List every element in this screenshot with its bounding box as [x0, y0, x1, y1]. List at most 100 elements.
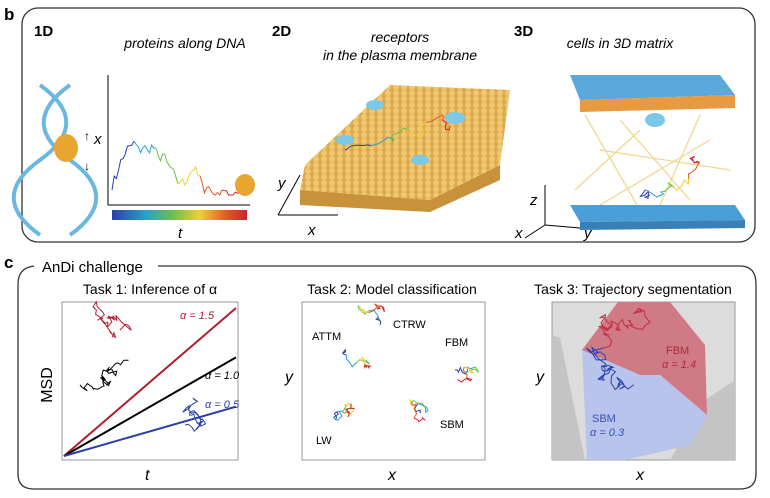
panel-c-title: AnDi challenge	[42, 259, 143, 276]
axis-label-y-2d: y	[277, 175, 287, 192]
model-trajectory-LW	[333, 410, 344, 421]
trajectory-segment	[133, 140, 157, 155]
cell-trajectory	[689, 155, 701, 164]
title-2d-line1: receptors	[371, 29, 429, 45]
receptor-trajectory	[405, 122, 427, 138]
segment-sbm-region	[582, 350, 707, 460]
model-trajectory-FBM	[470, 366, 480, 373]
axis-label-t-1d: t	[178, 225, 183, 242]
axis-label-y-3d: y	[583, 225, 593, 242]
trajectory-segment	[155, 147, 179, 185]
task3-title: Task 3: Trajectory segmentation	[534, 281, 732, 297]
model-trajectory-LW	[343, 401, 355, 415]
model-trajectory-ATTM	[364, 364, 372, 369]
model-trajectory-SBM	[417, 402, 429, 414]
cell-trajectory	[645, 189, 665, 198]
task1-xlabel: t	[145, 467, 150, 484]
model-trajectory-FBM	[464, 366, 474, 374]
task1-ylabel: MSD	[39, 367, 56, 403]
model-label-sbm: SBM	[440, 419, 464, 431]
receptor-trajectory	[442, 119, 451, 131]
model-trajectory-SBM	[413, 416, 426, 423]
protein-icon	[54, 134, 78, 162]
task1-title: Task 1: Inference of α	[83, 281, 217, 297]
task3-plot	[551, 301, 736, 461]
task2-xlabel: x	[387, 467, 397, 484]
title-2d-line2: in the plasma membrane	[323, 47, 477, 63]
tag-2d: 2D	[272, 23, 291, 40]
receptor-trajectory	[391, 127, 407, 142]
arrow-up-icon: ↑	[84, 129, 90, 143]
axis-label-z-3d: z	[529, 192, 538, 209]
model-trajectory-FBM	[465, 366, 476, 375]
task2-plot-frame	[301, 301, 486, 461]
segment-fbm-region	[582, 302, 707, 415]
title-3d: cells in 3D matrix	[567, 35, 675, 51]
msd-line-alpha-0.5	[63, 405, 237, 457]
msd-line-alpha-1.5	[63, 307, 237, 457]
tag-1d: 1D	[34, 23, 53, 40]
trajectory-alpha-1-5	[92, 300, 132, 339]
model-trajectory-CTRW	[376, 305, 385, 313]
segment-trajectory-fbm	[597, 307, 651, 349]
membrane-illustration	[300, 85, 510, 212]
model-trajectory-CTRW	[375, 317, 382, 326]
task3-sbm-alpha: α = 0.3	[590, 427, 625, 439]
model-trajectory-ATTM	[342, 348, 347, 356]
cell-trajectory	[660, 182, 675, 193]
model-trajectory-FBM	[454, 366, 467, 375]
task3-xlabel: x	[635, 467, 645, 484]
task2-title: Task 2: Model classification	[307, 281, 477, 297]
segment-trajectory-sbm	[585, 346, 635, 391]
protein-icon	[235, 174, 255, 196]
model-label-attm: ATTM	[312, 331, 341, 343]
model-trajectory-FBM	[462, 366, 468, 378]
trajectory-segment	[177, 165, 201, 186]
trajectory-1d	[111, 140, 245, 196]
time-colorbar	[112, 210, 247, 220]
model-label-ctrw: CTRW	[393, 319, 426, 331]
axis-label-x-1d: x	[93, 131, 102, 148]
task3-fbm-alpha: α = 1.4	[662, 359, 696, 371]
panel-c-label: c	[4, 253, 13, 272]
task3-ylabel: y	[535, 369, 545, 386]
axis-label-x-3d: x	[514, 225, 523, 242]
model-trajectory-LW	[333, 410, 339, 421]
model-trajectory-ATTM	[361, 356, 369, 368]
trajectory-alpha-1-0	[79, 359, 129, 392]
task3-fbm-label: FBM	[666, 345, 689, 357]
model-trajectory-CTRW	[359, 306, 369, 314]
model-trajectory-LW	[345, 410, 351, 418]
model-trajectory-FBM	[457, 377, 473, 383]
axis-y-2d	[277, 174, 301, 216]
label-alpha-1-5: α = 1.5	[180, 310, 215, 322]
trajectory-segment	[199, 175, 223, 196]
model-label-fbm: FBM	[445, 337, 468, 349]
msd-line-alpha-1	[63, 356, 237, 457]
axis-y-3d	[544, 224, 581, 229]
cell-matrix-illustration	[570, 75, 745, 230]
receptor-trajectory	[344, 144, 371, 151]
title-1d: proteins along DNA	[123, 35, 245, 51]
model-trajectory-SBM	[414, 402, 421, 414]
trajectory-alpha-0-5	[182, 397, 207, 433]
receptor-trajectory	[370, 136, 395, 147]
model-trajectory-LW	[345, 403, 355, 414]
arrow-down-icon: ↓	[84, 159, 90, 173]
axis-label-x-2d: x	[307, 222, 316, 239]
label-alpha-0-5: α = 0.5	[205, 399, 240, 411]
task3-sbm-label: SBM	[592, 413, 616, 425]
panel-c-frame	[17, 265, 757, 490]
cell-trajectory	[673, 178, 690, 192]
trajectory-segment	[111, 140, 135, 191]
model-trajectory-CTRW	[357, 304, 370, 315]
model-label-lw: LW	[316, 435, 332, 447]
model-trajectory-SBM	[411, 401, 418, 419]
axis-x-3d	[524, 224, 546, 239]
model-trajectory-ATTM	[345, 355, 357, 368]
cell-trajectory	[687, 160, 700, 180]
panel-b-label: b	[4, 5, 14, 24]
receptor-trajectory	[426, 114, 445, 123]
label-alpha-1-0: α = 1.0	[205, 370, 240, 382]
